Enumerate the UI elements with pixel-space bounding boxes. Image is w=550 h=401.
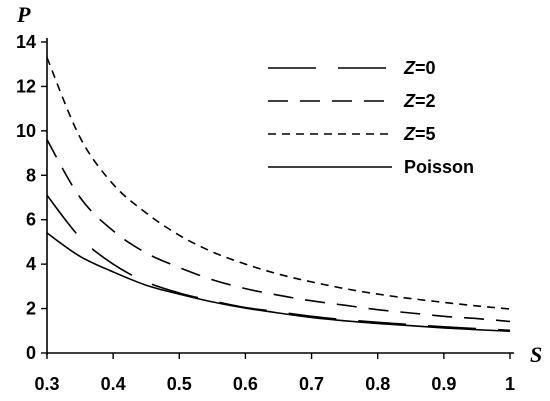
y-tick-label: 8 <box>26 165 36 185</box>
x-tick-label: 0.8 <box>365 374 390 394</box>
axes <box>46 38 514 355</box>
series-line-3 <box>46 232 511 332</box>
legend: Z=0 Z=2 Z=5 Poisson <box>268 58 474 177</box>
series-layer <box>46 57 511 332</box>
series-line-0 <box>46 194 511 332</box>
x-tick-label: 0.5 <box>167 374 192 394</box>
legend-label: Z=2 <box>403 91 436 111</box>
y-tick-label: 10 <box>16 121 36 141</box>
x-tick-label: 0.4 <box>101 374 126 394</box>
y-tick-label: 14 <box>16 32 36 52</box>
y-tick-label: 0 <box>26 343 36 363</box>
legend-label: Z=5 <box>403 124 436 144</box>
x-axis-title: S <box>530 342 542 367</box>
series-line-2 <box>46 57 511 310</box>
x-tick-label: 1 <box>505 374 515 394</box>
x-tick-label: 0.3 <box>34 374 59 394</box>
legend-label: Z=0 <box>403 58 436 78</box>
y-tick-label: 2 <box>26 299 36 319</box>
x-tick-label: 0.9 <box>431 374 456 394</box>
x-tick-label: 0.7 <box>299 374 324 394</box>
y-axis-title: P <box>16 2 31 27</box>
y-tick-label: 6 <box>26 210 36 230</box>
legend-label: Poisson <box>404 157 474 177</box>
x-tick-label: 0.6 <box>233 374 258 394</box>
series-line-1 <box>46 139 511 323</box>
y-tick-label: 12 <box>16 76 36 96</box>
y-tick-label: 4 <box>26 254 36 274</box>
